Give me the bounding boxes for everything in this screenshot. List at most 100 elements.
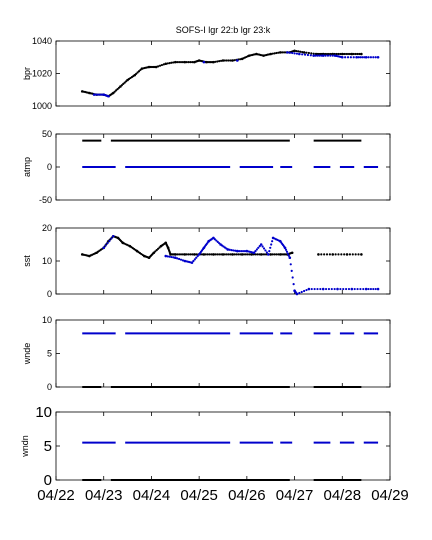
data-point (321, 287, 325, 291)
data-point (216, 253, 219, 256)
data-point (369, 287, 373, 291)
data-point (239, 253, 242, 256)
data-point (193, 258, 196, 261)
data-point (357, 56, 360, 59)
data-point (269, 246, 272, 249)
y-axis-label: sst (22, 255, 32, 267)
data-point (94, 93, 98, 96)
y-tick-label: 0 (47, 382, 52, 392)
data-point (364, 55, 368, 59)
data-point (364, 287, 368, 291)
data-point (191, 61, 194, 64)
data-point (261, 245, 264, 248)
y-axis-label: wnde (22, 343, 32, 366)
data-point (219, 253, 223, 256)
data-point (233, 253, 236, 256)
data-point (258, 253, 261, 256)
data-point (259, 253, 263, 256)
panel-sst: 0 10 20 sst (22, 223, 391, 299)
x-tick-label: 04/25 (180, 487, 218, 504)
data-point (183, 60, 187, 64)
y-tick-label: 5 (44, 438, 52, 455)
data-point (374, 287, 377, 291)
data-point (317, 253, 320, 256)
data-point (135, 72, 138, 75)
data-point (178, 253, 181, 256)
data-point (226, 248, 230, 251)
y-tick-label: 10 (42, 256, 52, 266)
data-point (173, 253, 177, 256)
data-point (325, 52, 329, 56)
data-point (353, 287, 356, 291)
data-point (324, 54, 327, 57)
axes-box (55, 227, 391, 295)
data-point (176, 253, 179, 256)
data-point (154, 65, 158, 69)
data-point (166, 255, 169, 258)
data-point (183, 253, 187, 256)
data-point (176, 61, 179, 64)
data-point (331, 52, 335, 56)
data-point (345, 287, 348, 291)
y-tick-label: 0 (44, 472, 52, 489)
y-tick-label: 10 (35, 404, 52, 421)
data-point (225, 253, 228, 256)
data-point (212, 253, 215, 256)
data-point (160, 63, 164, 67)
data-point (206, 253, 209, 256)
series-blue (102, 234, 380, 296)
data-point (246, 253, 249, 256)
data-point (227, 253, 230, 256)
data-point (360, 52, 363, 56)
data-point (348, 253, 352, 256)
data-point (107, 94, 110, 98)
data-point (318, 54, 321, 57)
data-point (227, 59, 230, 62)
data-point (98, 93, 101, 96)
data-point (221, 253, 225, 256)
data-point (232, 249, 235, 252)
data-point (359, 287, 362, 291)
data-point (293, 49, 296, 53)
data-point (301, 53, 304, 56)
data-point (210, 253, 213, 256)
data-point (110, 237, 113, 240)
panel-wndn: 0 5 10 04/22 04/23 04/24 04/25 04/26 04/27 04/28 0… (20, 404, 409, 504)
x-tick-label: 04/29 (371, 487, 409, 504)
data-point (376, 55, 380, 59)
data-point (284, 248, 288, 251)
data-point (357, 253, 360, 256)
data-point (354, 52, 357, 56)
data-point (214, 253, 217, 256)
data-point (195, 256, 198, 259)
data-point (316, 54, 319, 57)
data-point (248, 253, 251, 256)
data-point (221, 59, 225, 62)
data-point (324, 287, 328, 291)
data-point (179, 253, 183, 256)
data-point (229, 253, 232, 256)
data-point (335, 52, 338, 56)
data-point (237, 253, 240, 256)
y-tick-label: -50 (39, 195, 52, 205)
y-tick-label: 1000 (32, 101, 52, 111)
data-point (372, 287, 375, 291)
data-point (302, 51, 306, 54)
data-point (310, 287, 313, 291)
data-point (275, 51, 278, 55)
data-point (202, 253, 206, 256)
data-point (367, 56, 370, 59)
data-point (355, 55, 358, 59)
data-point (329, 54, 332, 57)
data-point (216, 60, 219, 63)
data-point (190, 261, 194, 264)
data-point (195, 253, 198, 256)
data-point (214, 60, 217, 63)
data-point (170, 255, 173, 259)
data-point (297, 50, 300, 53)
data-point (342, 287, 345, 291)
data-point (116, 88, 119, 91)
data-point (122, 82, 125, 85)
data-point (120, 84, 123, 87)
data-point (271, 52, 274, 55)
